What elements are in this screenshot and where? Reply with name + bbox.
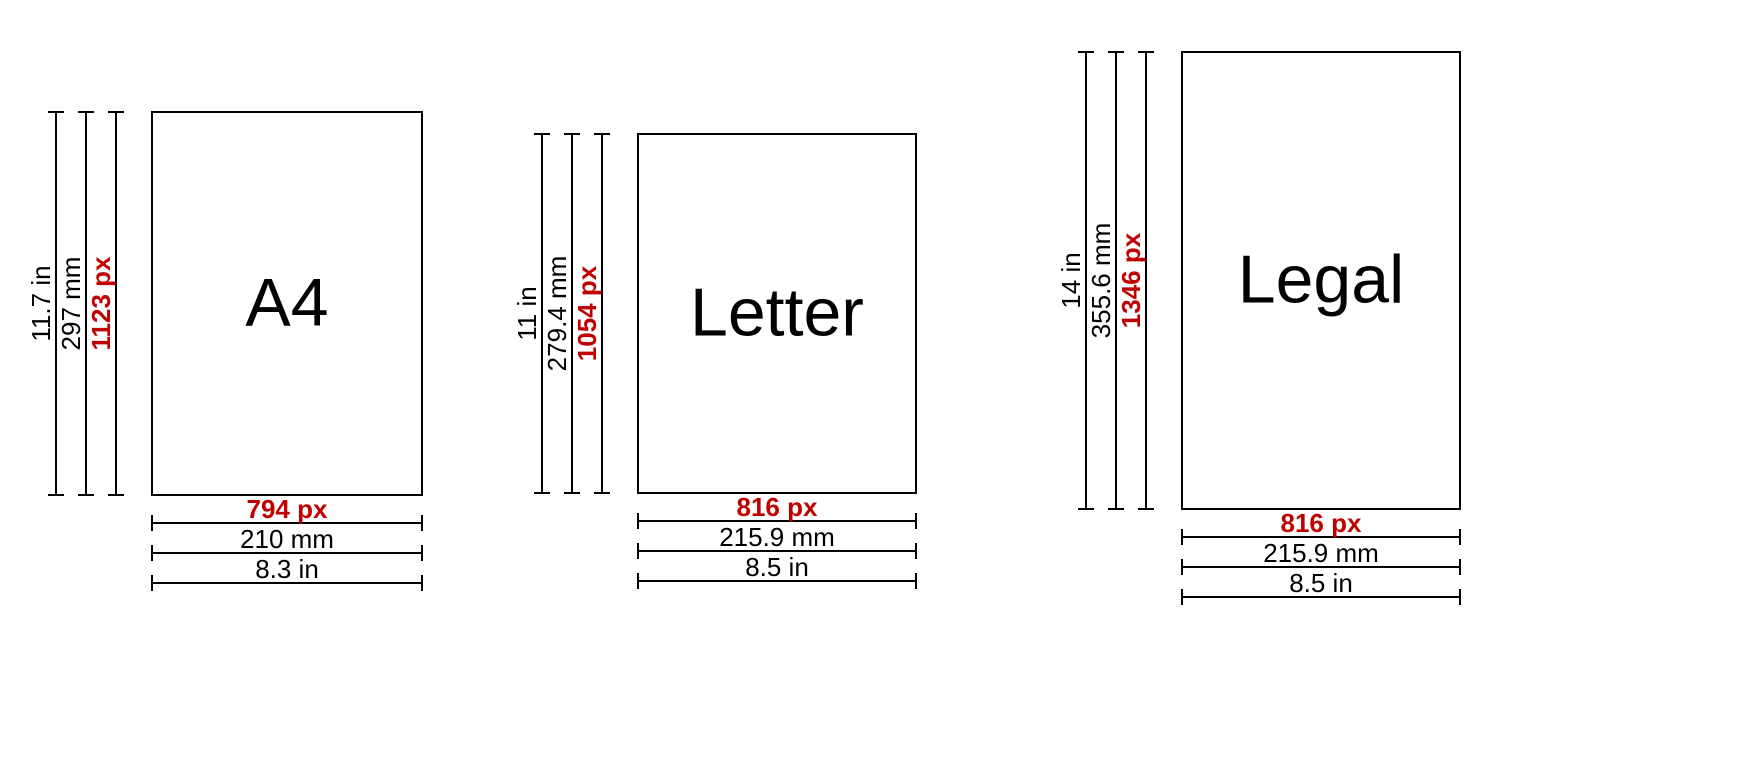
page-title: Legal bbox=[1238, 242, 1404, 318]
width-mm-label: 210 mm bbox=[240, 524, 334, 554]
height-in-label: 14 in bbox=[1056, 252, 1086, 308]
width-px-label: 794 px bbox=[247, 494, 328, 524]
height-mm-label: 279.4 mm bbox=[542, 256, 572, 372]
width-mm-label: 215.9 mm bbox=[1263, 538, 1379, 568]
sheet-letter: Letter 11 in279.4 mm1054 px 816 px215.9 mm… bbox=[512, 134, 916, 589]
sheet-legal: Legal 14 in355.6 mm1346 px 816 px215.9 mm8… bbox=[1056, 52, 1460, 605]
height-px-label: 1346 px bbox=[1116, 232, 1146, 328]
width-px-label: 816 px bbox=[737, 492, 818, 522]
width-in-label: 8.3 in bbox=[255, 554, 319, 584]
width-in-label: 8.5 in bbox=[1289, 568, 1353, 598]
width-px-label: 816 px bbox=[1281, 508, 1362, 538]
width-mm-label: 215.9 mm bbox=[719, 522, 835, 552]
height-mm-label: 355.6 mm bbox=[1086, 223, 1116, 339]
height-mm-label: 297 mm bbox=[56, 257, 86, 351]
sheet-a4: A4 11.7 in297 mm1123 px 794 px210 mm8.3 in bbox=[26, 112, 422, 591]
page-title: Letter bbox=[690, 275, 864, 351]
height-px-label: 1123 px bbox=[86, 256, 116, 351]
page-title: A4 bbox=[245, 265, 328, 341]
width-in-label: 8.5 in bbox=[745, 552, 809, 582]
height-px-label: 1054 px bbox=[572, 265, 602, 361]
height-in-label: 11 in bbox=[512, 286, 542, 340]
height-in-label: 11.7 in bbox=[26, 265, 56, 341]
